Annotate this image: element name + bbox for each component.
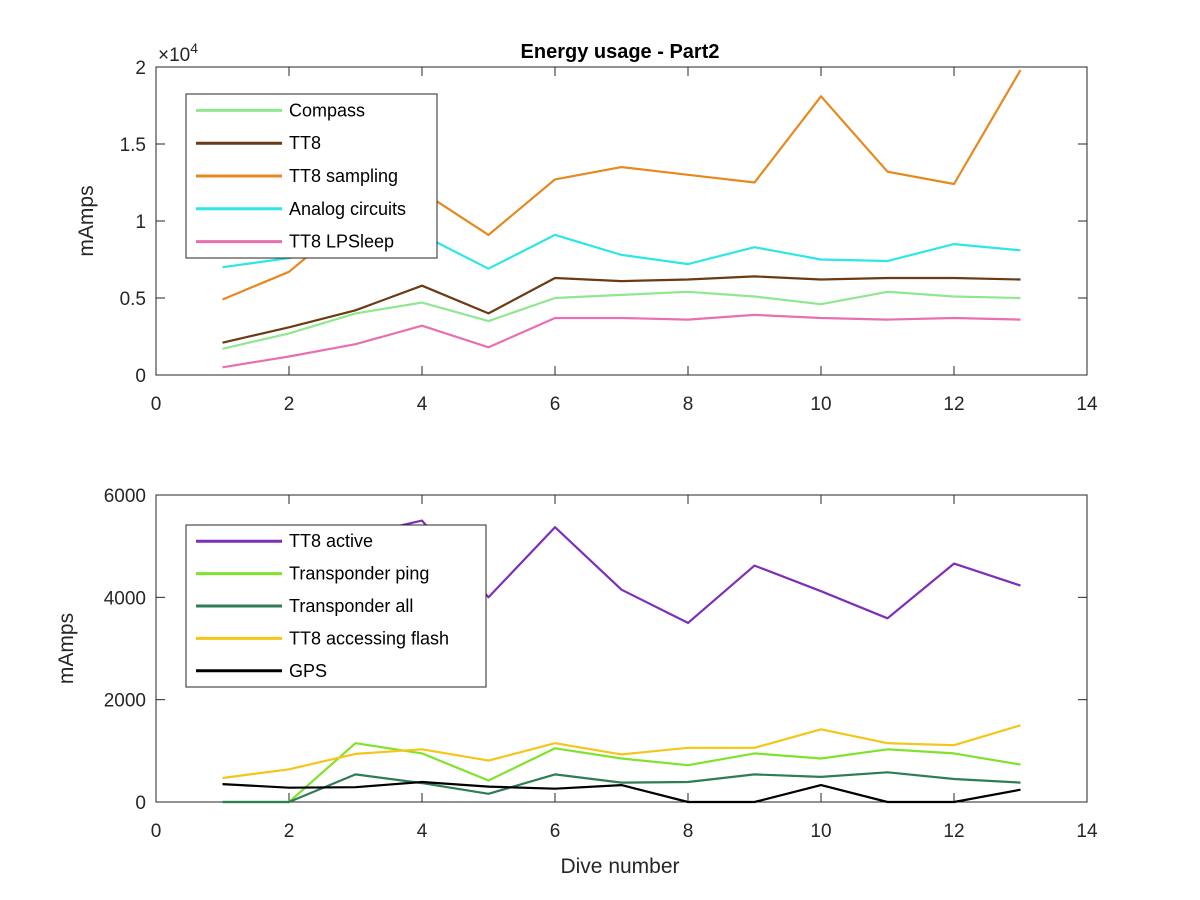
series-line-tt8-lpsleep	[222, 313, 1021, 369]
x-tick-label: 12	[943, 394, 964, 415]
x-tick-label: 12	[943, 821, 964, 842]
x-tick-label: 10	[810, 821, 831, 842]
y-tick-label: 0	[135, 793, 146, 814]
series-line-tt8-accessing-flash	[222, 724, 1021, 780]
x-tick-label: 0	[151, 394, 162, 415]
series-line-gps	[222, 780, 1021, 804]
top-axes: 0 2 4 6 8 10 12 14 0 0.5 1 1.5 2 ×104 mAmps Compass TT8 T…	[75, 40, 1098, 415]
y-tick-label: 0	[135, 366, 146, 387]
x-tick-label: 6	[550, 394, 561, 415]
legend-label: Transponder ping	[289, 564, 429, 584]
y-tick-label: 0.5	[120, 289, 146, 310]
x-tick-label: 14	[1076, 394, 1098, 415]
y-exponent-label: ×104	[158, 40, 198, 66]
legend: Compass TT8 TT8 sampling Analog circuits TT8…	[185, 93, 438, 259]
series-line-transponder-ping	[222, 742, 1021, 804]
y-tick-label: 4000	[104, 588, 146, 609]
series-line-transponder-all	[222, 771, 1021, 804]
x-tick-label: 6	[550, 821, 561, 842]
y-tick-label: 2	[135, 58, 146, 79]
x-tick-label: 4	[417, 821, 428, 842]
figure-title: Energy usage - Part2	[521, 41, 720, 63]
y-axis-label: mAmps	[75, 185, 98, 256]
legend-box	[185, 93, 438, 259]
x-tick-label: 2	[284, 394, 295, 415]
legend-label: TT8 active	[289, 531, 373, 551]
x-tick-label: 4	[417, 394, 428, 415]
y-tick-label: 2000	[104, 691, 146, 712]
x-tick-label: 8	[683, 394, 694, 415]
legend-label: TT8 accessing flash	[289, 628, 449, 648]
x-axis-label: Dive number	[560, 855, 679, 878]
y-axis-label: mAmps	[55, 613, 78, 684]
legend-label: TT8 LPSleep	[289, 232, 394, 252]
series-line-compass	[222, 290, 1021, 350]
legend-label: Transponder all	[289, 596, 413, 616]
x-tick-label: 14	[1076, 821, 1098, 842]
legend-label: Compass	[289, 100, 365, 120]
y-tick-label: 1.5	[120, 135, 146, 156]
legend-label: TT8 sampling	[289, 166, 398, 186]
legend-label: TT8	[289, 133, 321, 153]
series-line-tt8	[222, 275, 1021, 344]
x-tick-label: 10	[810, 394, 831, 415]
y-tick-label: 6000	[104, 486, 146, 507]
x-tick-label: 0	[151, 821, 162, 842]
legend-label: GPS	[289, 661, 327, 681]
y-tick-label: 1	[135, 212, 146, 233]
x-tick-label: 8	[683, 821, 694, 842]
legend: TT8 active Transponder ping Transponder al…	[185, 524, 487, 688]
legend-label: Analog circuits	[289, 199, 406, 219]
x-tick-label: 2	[284, 821, 295, 842]
